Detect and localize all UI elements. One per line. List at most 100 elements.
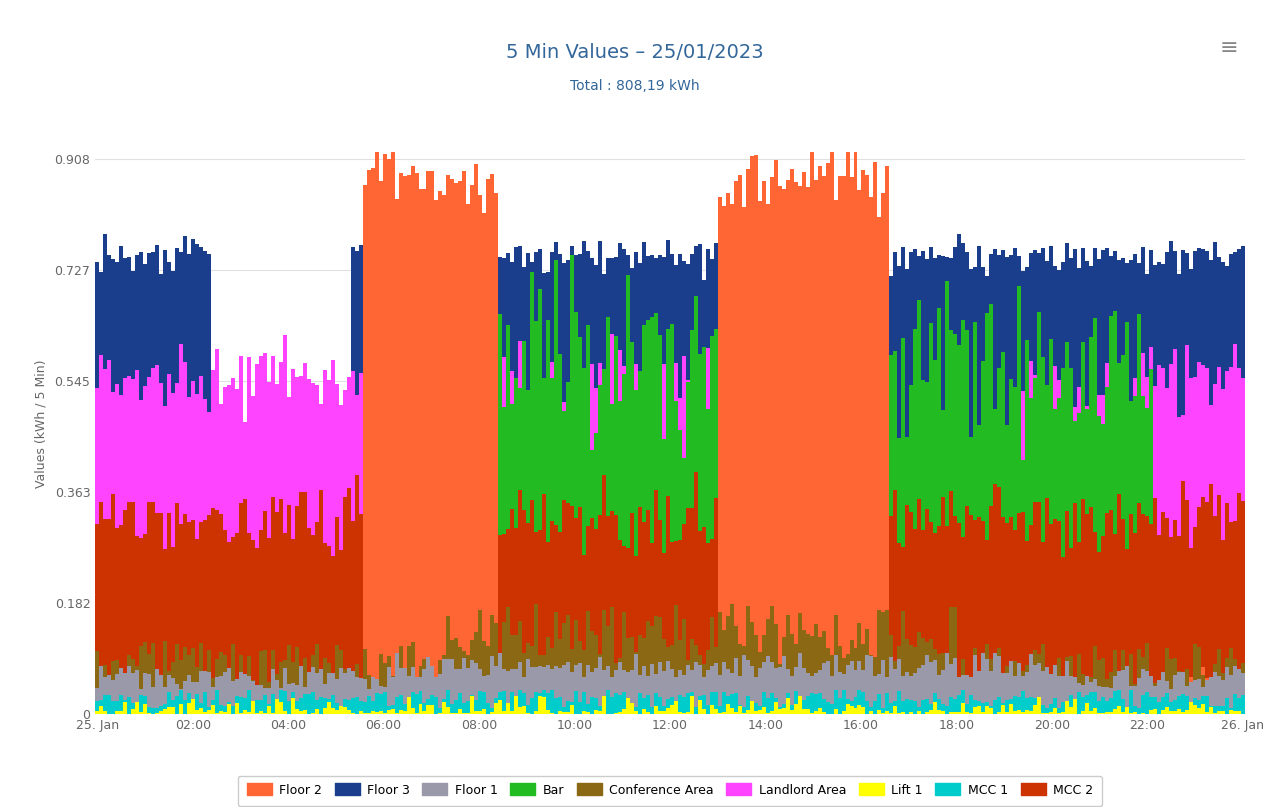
Bar — [710, 692, 714, 714]
Bar — [470, 535, 475, 714]
Bar — [861, 434, 865, 714]
Bar — [1109, 698, 1113, 714]
Bar — [1013, 530, 1017, 714]
Bar — [598, 385, 602, 714]
Bar — [406, 676, 410, 714]
Bar — [1153, 709, 1157, 714]
Bar — [786, 512, 790, 714]
Bar — [171, 706, 175, 714]
Bar — [654, 313, 658, 714]
Bar — [470, 696, 475, 714]
Bar — [1045, 667, 1049, 714]
Bar — [363, 702, 367, 714]
Bar — [794, 257, 798, 714]
Bar — [563, 411, 566, 714]
Bar — [335, 516, 339, 714]
Bar — [1233, 705, 1237, 714]
Bar — [822, 509, 826, 714]
Bar — [1073, 699, 1077, 714]
Bar — [559, 394, 563, 714]
Bar — [917, 711, 921, 714]
Bar — [259, 356, 263, 714]
Bar — [602, 475, 606, 714]
Bar — [1157, 680, 1161, 714]
Bar — [634, 390, 638, 714]
Bar — [658, 520, 662, 714]
Bar — [207, 650, 211, 714]
Bar — [119, 395, 123, 714]
Bar — [921, 530, 926, 714]
Bar — [997, 712, 1001, 714]
Bar — [1200, 700, 1205, 714]
Bar — [650, 664, 654, 714]
Bar — [559, 711, 563, 714]
Bar — [507, 706, 511, 714]
Bar — [857, 690, 861, 714]
Bar — [790, 389, 794, 714]
Bar — [563, 665, 566, 714]
Bar — [199, 521, 203, 714]
Bar — [686, 660, 690, 714]
Bar — [1013, 696, 1017, 714]
Bar — [749, 274, 753, 714]
Bar — [690, 508, 693, 714]
Bar — [917, 701, 921, 714]
Bar — [674, 604, 678, 714]
Bar — [475, 257, 479, 714]
Bar — [1137, 650, 1140, 714]
Bar — [203, 699, 207, 714]
Bar — [630, 342, 634, 714]
Bar — [941, 497, 945, 714]
Bar — [243, 499, 246, 714]
Bar — [559, 353, 563, 714]
Bar — [1045, 713, 1049, 714]
Bar — [889, 516, 893, 714]
Bar — [1172, 692, 1177, 714]
Bar — [1088, 266, 1093, 714]
Bar — [686, 508, 690, 714]
Bar — [954, 712, 958, 714]
Bar — [330, 698, 335, 714]
Bar — [989, 508, 993, 714]
Bar — [1073, 686, 1077, 714]
Bar — [949, 608, 954, 714]
Bar — [531, 262, 535, 714]
Bar — [363, 649, 367, 714]
Bar — [1153, 696, 1157, 714]
Bar — [921, 666, 926, 714]
Bar — [503, 711, 507, 714]
Bar — [829, 153, 833, 714]
Bar — [718, 268, 721, 714]
Bar — [961, 690, 965, 714]
Bar — [682, 458, 686, 714]
Bar — [224, 530, 227, 714]
Bar — [949, 712, 954, 714]
Bar — [794, 667, 798, 714]
Bar — [171, 663, 175, 714]
Bar — [423, 290, 427, 714]
Bar — [535, 711, 538, 714]
Bar — [395, 697, 399, 714]
Bar — [466, 655, 470, 714]
Bar — [1129, 401, 1133, 714]
Bar — [1025, 709, 1029, 714]
Bar — [1013, 249, 1017, 714]
Bar — [498, 314, 503, 714]
Bar — [794, 513, 798, 714]
Bar — [989, 671, 993, 714]
Bar — [563, 690, 566, 714]
Bar — [921, 530, 926, 714]
Bar — [665, 708, 671, 714]
Bar — [151, 695, 155, 714]
Bar — [570, 256, 574, 714]
Bar — [622, 374, 626, 714]
Bar — [279, 688, 283, 714]
Bar — [591, 671, 594, 714]
Bar — [351, 701, 354, 714]
Bar — [131, 659, 135, 714]
Bar — [801, 401, 805, 714]
Bar — [618, 350, 622, 714]
Bar — [1209, 689, 1213, 714]
Bar — [1073, 699, 1077, 714]
Bar — [1101, 687, 1105, 714]
